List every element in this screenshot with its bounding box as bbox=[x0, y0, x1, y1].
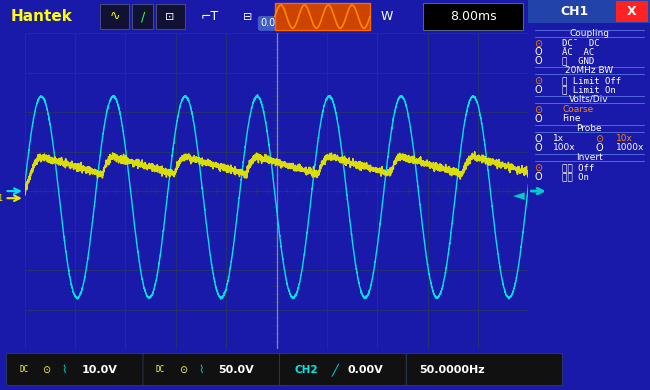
Text: Hantek: Hantek bbox=[10, 9, 72, 24]
Text: O: O bbox=[534, 143, 542, 152]
Text: ⊙: ⊙ bbox=[42, 365, 51, 374]
FancyBboxPatch shape bbox=[406, 354, 562, 385]
Text: Volts/Div: Volts/Div bbox=[569, 95, 609, 104]
Text: 1: 1 bbox=[0, 194, 2, 203]
FancyBboxPatch shape bbox=[275, 3, 370, 30]
Text: ⊡: ⊡ bbox=[166, 12, 175, 21]
FancyBboxPatch shape bbox=[6, 354, 146, 385]
FancyBboxPatch shape bbox=[100, 4, 129, 29]
Text: Coupling: Coupling bbox=[569, 28, 609, 38]
Text: Invert: Invert bbox=[576, 153, 603, 162]
Text: Probe: Probe bbox=[577, 124, 602, 133]
Text: ◄: ◄ bbox=[514, 188, 525, 203]
FancyBboxPatch shape bbox=[132, 4, 153, 29]
Text: CH1: CH1 bbox=[560, 5, 589, 18]
Text: 10.0V: 10.0V bbox=[81, 365, 117, 374]
Text: 0.000s: 0.000s bbox=[260, 18, 293, 28]
Text: ∿∿ On: ∿∿ On bbox=[562, 172, 590, 181]
Text: Coarse: Coarse bbox=[562, 105, 593, 114]
Text: ⊙: ⊙ bbox=[534, 105, 543, 115]
Text: DC̄  DC: DC̄ DC bbox=[562, 39, 600, 48]
Text: Fine: Fine bbox=[562, 114, 581, 123]
Text: ∿∿ Off: ∿∿ Off bbox=[562, 164, 595, 173]
FancyBboxPatch shape bbox=[143, 354, 283, 385]
Text: ⊙: ⊙ bbox=[179, 365, 187, 374]
Text: DC: DC bbox=[20, 365, 29, 374]
Text: ∿: ∿ bbox=[109, 10, 120, 23]
Text: O: O bbox=[534, 134, 542, 144]
Text: O: O bbox=[534, 85, 542, 95]
Text: ⏚  GND: ⏚ GND bbox=[562, 57, 595, 66]
Text: ⌇: ⌇ bbox=[62, 365, 67, 374]
Text: 0.00V: 0.00V bbox=[348, 365, 383, 374]
Text: O: O bbox=[534, 172, 542, 182]
Text: DC: DC bbox=[156, 365, 165, 374]
Text: ⌇: ⌇ bbox=[198, 365, 203, 374]
Text: 100x: 100x bbox=[552, 143, 575, 152]
Text: 1000x: 1000x bbox=[616, 143, 644, 152]
FancyBboxPatch shape bbox=[422, 3, 523, 30]
Text: ⊙: ⊙ bbox=[534, 39, 543, 49]
Text: X: X bbox=[627, 5, 636, 18]
Text: ⊙: ⊙ bbox=[595, 134, 603, 144]
Text: ÃC  AC: ÃC AC bbox=[562, 48, 595, 57]
Text: O: O bbox=[595, 143, 603, 152]
Text: ⌐T: ⌐T bbox=[201, 10, 219, 23]
Text: CH2: CH2 bbox=[294, 365, 318, 374]
Text: 50.0V: 50.0V bbox=[218, 365, 254, 374]
FancyBboxPatch shape bbox=[528, 0, 650, 23]
FancyBboxPatch shape bbox=[156, 4, 185, 29]
Text: 10x: 10x bbox=[616, 135, 633, 144]
Text: W: W bbox=[380, 10, 393, 23]
Text: O: O bbox=[534, 47, 542, 57]
Text: 8.00ms: 8.00ms bbox=[450, 10, 497, 23]
Text: 1x: 1x bbox=[552, 135, 564, 144]
FancyBboxPatch shape bbox=[616, 2, 647, 21]
Text: 20MHz BW: 20MHz BW bbox=[565, 66, 614, 75]
Text: ╱: ╱ bbox=[332, 363, 338, 376]
Text: ⑳ Limit Off: ⑳ Limit Off bbox=[562, 76, 621, 85]
Text: O: O bbox=[534, 56, 542, 66]
Text: O: O bbox=[534, 113, 542, 124]
Text: ⊟: ⊟ bbox=[243, 12, 252, 21]
Text: ⊙: ⊙ bbox=[534, 163, 543, 173]
FancyBboxPatch shape bbox=[280, 354, 406, 385]
Text: ⑳ Limit On: ⑳ Limit On bbox=[562, 85, 616, 94]
Text: 50.0000Hz: 50.0000Hz bbox=[419, 365, 485, 374]
Text: ⊙: ⊙ bbox=[534, 76, 543, 86]
Text: /: / bbox=[140, 10, 145, 23]
